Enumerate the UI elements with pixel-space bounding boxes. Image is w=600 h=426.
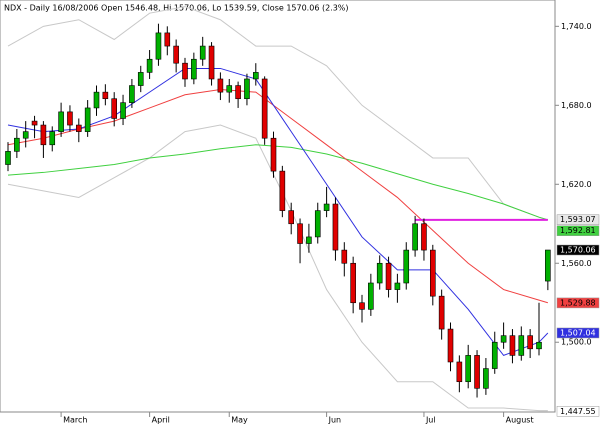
candle-body bbox=[509, 335, 516, 356]
candle-body bbox=[306, 236, 312, 244]
candle-body bbox=[182, 62, 188, 80]
candle-body bbox=[350, 262, 356, 304]
candle-body bbox=[412, 223, 418, 251]
candle-body bbox=[199, 45, 206, 60]
candle-body bbox=[403, 249, 410, 284]
candle-body bbox=[429, 249, 436, 297]
candle-body bbox=[314, 210, 321, 238]
candle-body bbox=[217, 78, 224, 93]
indicator-line bbox=[7, 144, 548, 221]
price-label-box bbox=[556, 406, 600, 417]
candle-body bbox=[536, 341, 542, 350]
y-tick-label: 1,680.0 bbox=[561, 101, 592, 110]
candle-body bbox=[270, 137, 277, 172]
candle-body bbox=[173, 45, 179, 64]
candle-body bbox=[208, 45, 215, 80]
price-label-box bbox=[556, 327, 600, 339]
candle-body bbox=[438, 295, 445, 330]
candle-body bbox=[40, 124, 47, 146]
candle-body bbox=[297, 223, 303, 244]
candle-body bbox=[253, 72, 259, 80]
candle-body bbox=[332, 203, 339, 251]
candle-body bbox=[111, 98, 117, 119]
x-tick-label: May bbox=[231, 416, 248, 425]
candle-body bbox=[226, 85, 233, 93]
candle-body bbox=[76, 124, 82, 132]
candle-body bbox=[120, 102, 126, 119]
candle-body bbox=[545, 249, 551, 282]
candle-body bbox=[483, 368, 489, 389]
candle-body bbox=[359, 302, 365, 310]
price-label: 1,529.88 bbox=[560, 298, 596, 307]
candle-body bbox=[527, 335, 533, 350]
price-label-box bbox=[556, 225, 600, 236]
price-label: 1,593.07 bbox=[560, 215, 596, 224]
candle-body bbox=[146, 58, 153, 73]
indicator-line bbox=[7, 89, 548, 304]
candle-body bbox=[279, 170, 286, 211]
candle-body bbox=[394, 282, 401, 290]
candle-body bbox=[244, 78, 250, 100]
candle-body bbox=[191, 58, 197, 80]
candle-body bbox=[49, 131, 56, 146]
x-tick-label: August bbox=[506, 416, 534, 425]
x-tick-label: Jul bbox=[425, 416, 436, 425]
plot-frame bbox=[0, 0, 556, 413]
candle-body bbox=[518, 335, 525, 356]
candle-body bbox=[235, 85, 241, 100]
candle-body bbox=[500, 335, 507, 343]
price-label: 1,507.04 bbox=[560, 328, 596, 337]
y-tick-label: 1,740.0 bbox=[561, 22, 592, 31]
candle-body bbox=[58, 111, 64, 132]
candle-body bbox=[368, 282, 374, 310]
candle-body bbox=[465, 355, 472, 383]
candle-body bbox=[137, 72, 144, 86]
candle-body bbox=[67, 111, 73, 126]
candle-body bbox=[261, 78, 268, 139]
candle-body bbox=[341, 249, 348, 264]
candle-body bbox=[456, 361, 463, 383]
candle-body bbox=[5, 151, 11, 165]
candle-body bbox=[421, 223, 427, 251]
candle-body bbox=[102, 91, 109, 100]
candle-body bbox=[93, 91, 100, 109]
candle-body bbox=[288, 210, 295, 225]
price-label-box bbox=[556, 297, 600, 309]
candle-body bbox=[14, 137, 20, 152]
x-tick-label: March bbox=[63, 416, 87, 425]
candle-body bbox=[155, 32, 162, 60]
indicator-line bbox=[7, 67, 549, 356]
indicator-line bbox=[7, 6, 548, 221]
candle-body bbox=[164, 32, 171, 47]
price-label-box bbox=[556, 214, 600, 225]
price-label-box bbox=[556, 244, 600, 256]
candle-body bbox=[376, 262, 383, 284]
price-label: 1,592.81 bbox=[560, 226, 596, 235]
candle-body bbox=[129, 85, 135, 103]
y-tick-label: 1,500.0 bbox=[561, 338, 592, 347]
candle-body bbox=[31, 120, 38, 126]
y-tick-label: 1,620.0 bbox=[561, 180, 592, 189]
x-tick-label: Jun bbox=[328, 416, 342, 425]
x-tick-label: April bbox=[152, 416, 170, 425]
price-label: 1,570.06 bbox=[560, 246, 596, 255]
candle-body bbox=[447, 328, 454, 363]
y-tick-label: 1,560.0 bbox=[561, 259, 592, 268]
candle-body bbox=[474, 355, 480, 389]
candle-body bbox=[22, 131, 29, 139]
candle-body bbox=[385, 262, 392, 290]
candle-body bbox=[323, 203, 330, 211]
candle-body bbox=[491, 341, 498, 369]
price-label: 1,447.55 bbox=[560, 407, 596, 416]
candle-body bbox=[84, 107, 91, 132]
